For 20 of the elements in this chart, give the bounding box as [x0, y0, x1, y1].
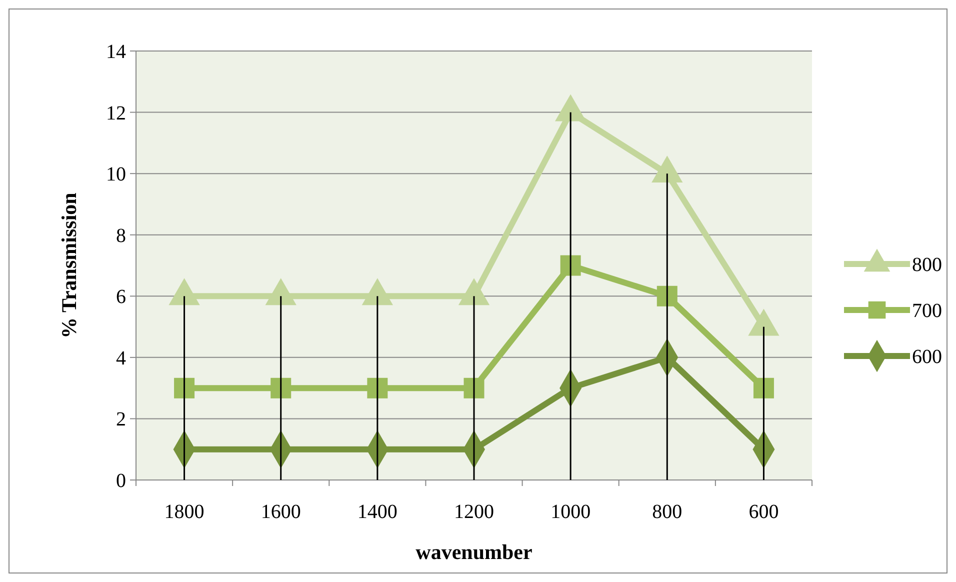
legend-label: 700 — [912, 300, 942, 322]
y-tick-label: 4 — [116, 347, 126, 370]
x-tick-label: 1400 — [357, 501, 398, 523]
y-tick-label: 6 — [116, 286, 126, 308]
y-tick-label: 10 — [106, 164, 126, 186]
x-tick-label: 800 — [652, 501, 682, 523]
x-tick-label: 1000 — [550, 501, 591, 523]
y-tick-label: 12 — [106, 102, 126, 124]
y-tick-label: 14 — [106, 41, 126, 63]
y-tick-label: 2 — [116, 408, 126, 431]
x-tick-label: 600 — [748, 501, 779, 523]
legend-label: 600 — [912, 346, 942, 368]
x-axis-title: wavenumber — [416, 540, 532, 564]
legend-label: 800 — [912, 254, 942, 276]
y-tick-label: 0 — [116, 470, 126, 492]
x-tick-label: 1800 — [164, 501, 204, 523]
y-axis-title: % Transmission — [57, 192, 81, 338]
y-tick-label: 8 — [116, 224, 126, 247]
x-tick-label: 1200 — [454, 501, 494, 523]
x-tick-label: 1600 — [260, 501, 301, 523]
